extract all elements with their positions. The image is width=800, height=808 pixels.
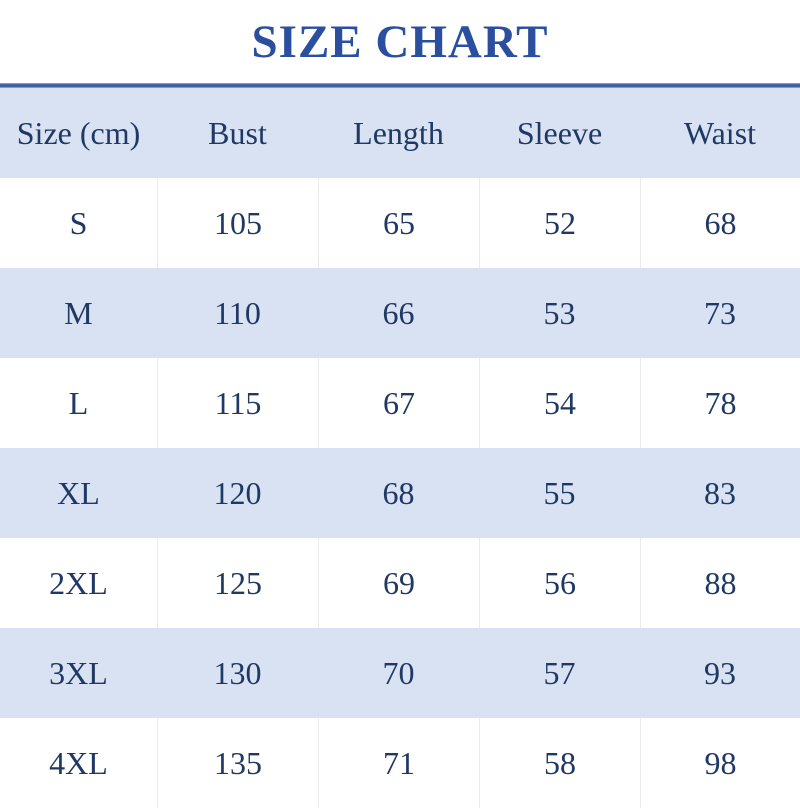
waist-value: 98 xyxy=(640,718,800,808)
table-row-l: L 115 67 54 78 xyxy=(0,358,800,448)
waist-value: 78 xyxy=(640,358,800,448)
sleeve-value: 54 xyxy=(479,358,640,448)
length-value: 70 xyxy=(382,655,415,691)
table-row-4xl: 4XL 135 71 58 98 xyxy=(0,718,800,808)
table-header-row: Size (cm) Bust Length Sleeve Waist xyxy=(0,88,800,178)
waist-value: 68 xyxy=(640,178,800,268)
sleeve-value: 56 xyxy=(479,538,640,628)
table-row-m: M 110 66 53 73 xyxy=(0,268,800,358)
column-header-bust: Bust xyxy=(208,115,267,151)
waist-value: 88 xyxy=(640,538,800,628)
length-value: 68 xyxy=(382,475,415,511)
bust-value: 115 xyxy=(157,358,318,448)
bust-value: 125 xyxy=(157,538,318,628)
bust-value: 135 xyxy=(157,718,318,808)
sleeve-value: 55 xyxy=(543,475,576,511)
size-label: 2XL xyxy=(49,565,108,601)
size-label: 4XL xyxy=(49,745,108,781)
waist-value: 73 xyxy=(704,295,736,331)
sleeve-value: 53 xyxy=(543,295,576,331)
size-label: L xyxy=(68,385,89,421)
column-header-sleeve: Sleeve xyxy=(516,115,603,151)
column-header-size: Size (cm) xyxy=(16,115,141,151)
table-row-s: S 105 65 52 68 xyxy=(0,178,800,268)
length-value: 71 xyxy=(318,718,479,808)
column-header-length: Length xyxy=(353,115,444,151)
size-label: XL xyxy=(57,475,100,511)
size-table: Size (cm) Bust Length Sleeve Waist S 105… xyxy=(0,88,800,808)
title-divider-rule xyxy=(0,83,800,88)
waist-value: 93 xyxy=(704,655,736,691)
sleeve-value: 57 xyxy=(543,655,576,691)
page-title: SIZE CHART xyxy=(251,15,549,68)
size-label: M xyxy=(64,295,93,331)
length-value: 65 xyxy=(318,178,479,268)
bust-value: 120 xyxy=(213,475,262,511)
bust-value: 130 xyxy=(213,655,262,691)
length-value: 67 xyxy=(318,358,479,448)
sleeve-value: 58 xyxy=(479,718,640,808)
table-row-2xl: 2XL 125 69 56 88 xyxy=(0,538,800,628)
title-band: SIZE CHART xyxy=(0,0,800,83)
column-header-waist: Waist xyxy=(683,115,757,151)
sleeve-value: 52 xyxy=(479,178,640,268)
table-row-3xl: 3XL 130 70 57 93 xyxy=(0,628,800,718)
length-value: 66 xyxy=(382,295,415,331)
table-row-xl: XL 120 68 55 83 xyxy=(0,448,800,538)
bust-value: 105 xyxy=(157,178,318,268)
waist-value: 83 xyxy=(704,475,736,511)
size-label: S xyxy=(69,205,88,241)
length-value: 69 xyxy=(318,538,479,628)
size-label: 3XL xyxy=(49,655,108,691)
bust-value: 110 xyxy=(214,295,261,331)
